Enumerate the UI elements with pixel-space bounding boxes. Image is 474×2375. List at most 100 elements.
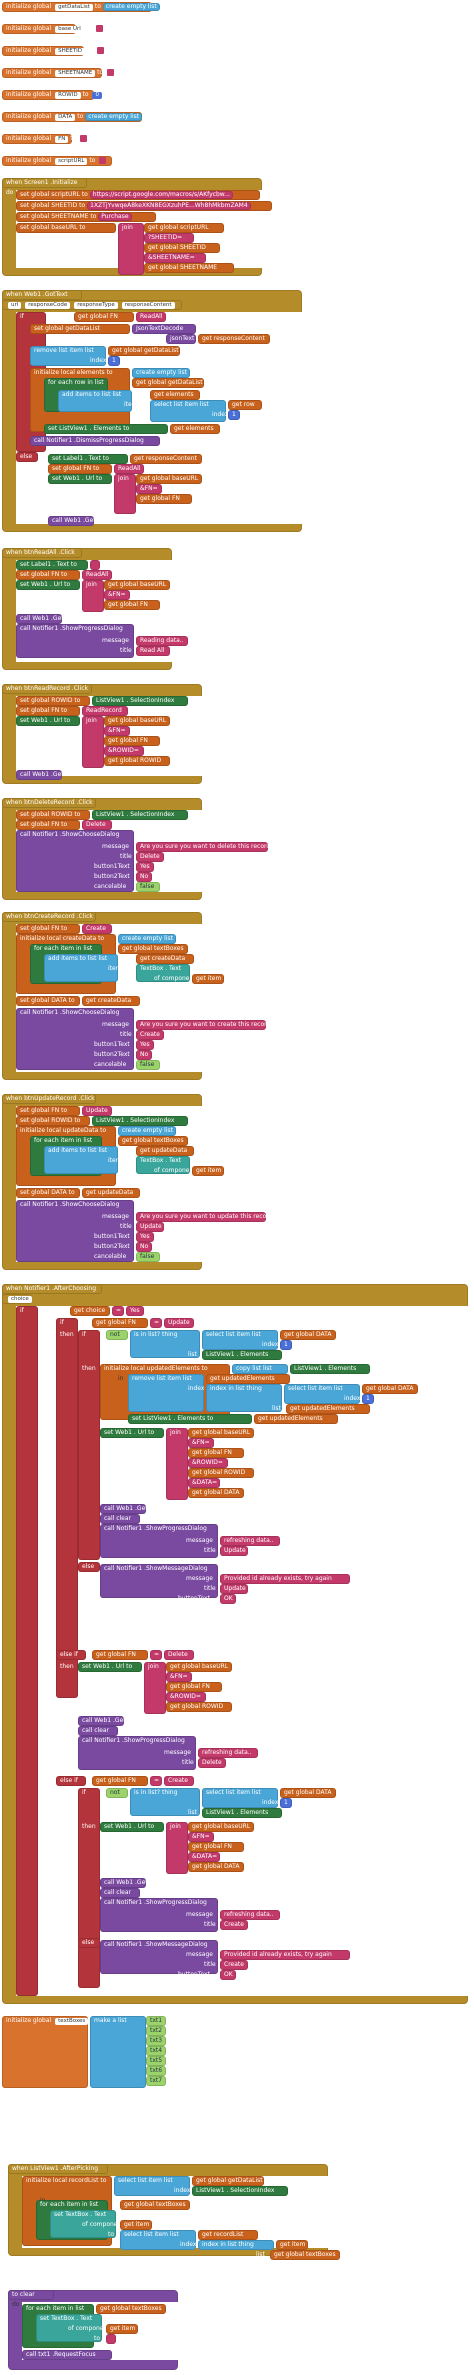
set-ROWID-3[interactable]: set global ROWID to (16, 1116, 90, 1126)
create-empty-list-block[interactable]: create empty list (85, 113, 143, 121)
delete-text[interactable]: Delete (82, 820, 112, 830)
set-FN-6[interactable]: set global FN to (16, 1106, 80, 1116)
global-SHEETNAME-block[interactable]: initialize global SHEETNAME to (2, 68, 115, 78)
yes-const[interactable]: Yes (126, 1306, 144, 1316)
false-block-2[interactable]: false (136, 1060, 160, 1070)
data-text-2[interactable]: &DATA= (188, 1852, 220, 1862)
call-web1-get-6[interactable]: call Web1 .Get (100, 1878, 148, 1888)
create-title-2[interactable]: Create (220, 1920, 248, 1930)
show-progress-dialog-4[interactable]: call Notifier1 .ShowProgressDialog (100, 1898, 218, 1932)
get-item-4[interactable]: get item (276, 2240, 308, 2250)
get-ROWID[interactable]: get global ROWID (104, 756, 170, 766)
create-empty-list-3[interactable]: create empty list (118, 1126, 176, 1136)
readall-text-2[interactable]: ReadAll (114, 464, 144, 474)
param-responseCode[interactable]: responseCode (25, 302, 71, 309)
create-text[interactable]: Create (82, 924, 112, 934)
number-1c[interactable]: 1 (280, 1340, 292, 1350)
get-FN-5[interactable]: get global FN (188, 1448, 244, 1458)
delete-title[interactable]: Delete (136, 852, 164, 862)
get-updatedElements-3[interactable]: get updatedElements (254, 1414, 338, 1424)
empty-text[interactable] (90, 560, 100, 570)
dismiss-progress[interactable]: call Notifier1 .DismissProgressDialog (30, 436, 160, 446)
get-FN[interactable]: get global FN (74, 312, 134, 322)
select-list-item-3[interactable]: select list item list (284, 1384, 360, 1404)
get-baseURL-3[interactable]: get global baseURL (104, 716, 170, 726)
exists-message[interactable]: Provided id already exists, try again (220, 1574, 350, 1584)
get-FN-create[interactable]: get global FN (92, 1776, 148, 1786)
yes-text-3[interactable]: Yes (136, 1232, 154, 1242)
refreshing-text-2[interactable]: refreshing data.. (198, 1748, 258, 1758)
set-DATA-2[interactable]: set global DATA to (16, 1188, 80, 1198)
variable-name[interactable]: DATA (55, 114, 76, 121)
yes-text[interactable]: Yes (136, 862, 154, 872)
join-item-sheetname[interactable]: get global SHEETNAME (144, 263, 234, 273)
false-block[interactable]: false (136, 882, 160, 892)
get-item-3[interactable]: get item (120, 2220, 152, 2230)
create-title-3[interactable]: Create (220, 1960, 248, 1970)
set-SHEETID-block[interactable]: set global SHEETID to 1XZTjYvwqeA8keXKN8… (16, 201, 272, 211)
empty-text-block[interactable] (96, 47, 104, 54)
elseif-delete[interactable]: else if (56, 1650, 86, 1660)
delete-const[interactable]: Delete (164, 1650, 194, 1660)
yes-text-2[interactable]: Yes (136, 1040, 154, 1050)
call-clear[interactable]: call clear (100, 1514, 140, 1524)
variable-name[interactable]: FN (55, 136, 69, 143)
number-1[interactable]: 1 (108, 356, 120, 366)
get-updatedElements[interactable]: get updatedElements (206, 1374, 290, 1384)
txt6-component[interactable]: txt6 (146, 2066, 166, 2076)
reading-data-text[interactable]: Reading data.. (136, 636, 188, 646)
get-getDataList-2[interactable]: get global getDataList (132, 378, 204, 388)
make-a-list-block[interactable]: make a list (90, 2016, 146, 2088)
join-block[interactable]: join (118, 223, 144, 275)
get-responseContent-2[interactable]: get responseContent (130, 454, 202, 464)
join-block-6[interactable]: join (144, 1662, 166, 1714)
variable-name[interactable]: getDataList (55, 4, 93, 11)
set-FN-4[interactable]: set global FN to (16, 820, 80, 830)
set-listview-elements-2[interactable]: set ListView1 . Elements to (128, 1414, 252, 1424)
set-web1-url-3[interactable]: set Web1 . Url to (16, 716, 80, 726)
get-FN-delete[interactable]: get global FN (92, 1650, 148, 1660)
get-textBoxes-5[interactable]: get global textBoxes (96, 2304, 166, 2314)
is-in-list-2[interactable]: is in list? thing (130, 1788, 200, 1816)
set-web1-url[interactable]: set Web1 . Url to (48, 474, 112, 484)
delete-message[interactable]: Are you sure you want to delete this rec… (136, 842, 273, 852)
show-progress-dialog-3[interactable]: call Notifier1 .ShowProgressDialog (78, 1736, 196, 1770)
get-item-2[interactable]: get item (192, 1166, 224, 1176)
txt4-component[interactable]: txt4 (146, 2046, 166, 2056)
get-getDataList-3[interactable]: get global getDataList (192, 2176, 264, 2186)
global-getDataList-block[interactable]: initialize global getDataList to create … (2, 2, 160, 12)
set-web1-url-6[interactable]: set Web1 . Url to (100, 1822, 164, 1832)
textbox-text-getter[interactable]: TextBox . Text (136, 964, 190, 982)
data-text[interactable]: &DATA= (188, 1478, 220, 1488)
variable-name[interactable]: ROWID (55, 92, 81, 99)
call-web1-get[interactable]: call Web1 .Get (48, 516, 96, 526)
get-createData-2[interactable]: get createData (82, 996, 140, 1006)
set-ROWID-2[interactable]: set global ROWID to (16, 810, 90, 820)
global-textBoxes-block[interactable]: initialize global textBoxes to (2, 2016, 96, 2088)
get-baseURL-6[interactable]: get global baseURL (188, 1822, 254, 1832)
global-scriptURL-block[interactable]: initialize global scriptURL to (2, 156, 112, 166)
readall-text-3[interactable]: ReadAll (82, 570, 112, 580)
listview-selectionindex-4[interactable]: ListView1 . SelectionIndex (192, 2186, 288, 2196)
txt3-component[interactable]: txt3 (146, 2036, 166, 2046)
if-notinlist[interactable]: if (78, 1330, 100, 1560)
set-FN-2[interactable]: set global FN to (16, 570, 80, 580)
add-items-to-list-2[interactable]: add items to list list (44, 954, 118, 982)
join-item-sheetid-text[interactable]: ?SHEETID= (144, 233, 194, 243)
get-DATA-4[interactable]: get global DATA (280, 1788, 336, 1798)
set-label1-text-2[interactable]: set Label1 . Text to (16, 560, 88, 570)
show-choose-dialog-3[interactable]: call Notifier1 .ShowChooseDialog (16, 1200, 134, 1262)
exists-message-2[interactable]: Provided id already exists, try again (220, 1950, 350, 1960)
show-progress-dialog-2[interactable]: call Notifier1 .ShowProgressDialog (100, 1524, 218, 1558)
no-text-2[interactable]: No (136, 1050, 152, 1060)
no-text[interactable]: No (136, 872, 152, 882)
call-txt1-requestfocus[interactable]: call txt1 .RequestFocus (22, 2350, 112, 2360)
variable-name[interactable]: SHEETID (55, 48, 85, 55)
number-1e[interactable]: 1 (280, 1798, 292, 1808)
rowid-text-2[interactable]: &ROWID= (188, 1458, 228, 1468)
global-SHEETID-block[interactable]: initialize global SHEETID to (2, 46, 104, 56)
get-ROWID-2[interactable]: get global ROWID (188, 1468, 254, 1478)
update-message[interactable]: Are you sure you want to update this rec… (136, 1212, 276, 1222)
ok-text-2[interactable]: OK (220, 1970, 236, 1980)
elseif-create[interactable]: else if (56, 1776, 86, 1786)
